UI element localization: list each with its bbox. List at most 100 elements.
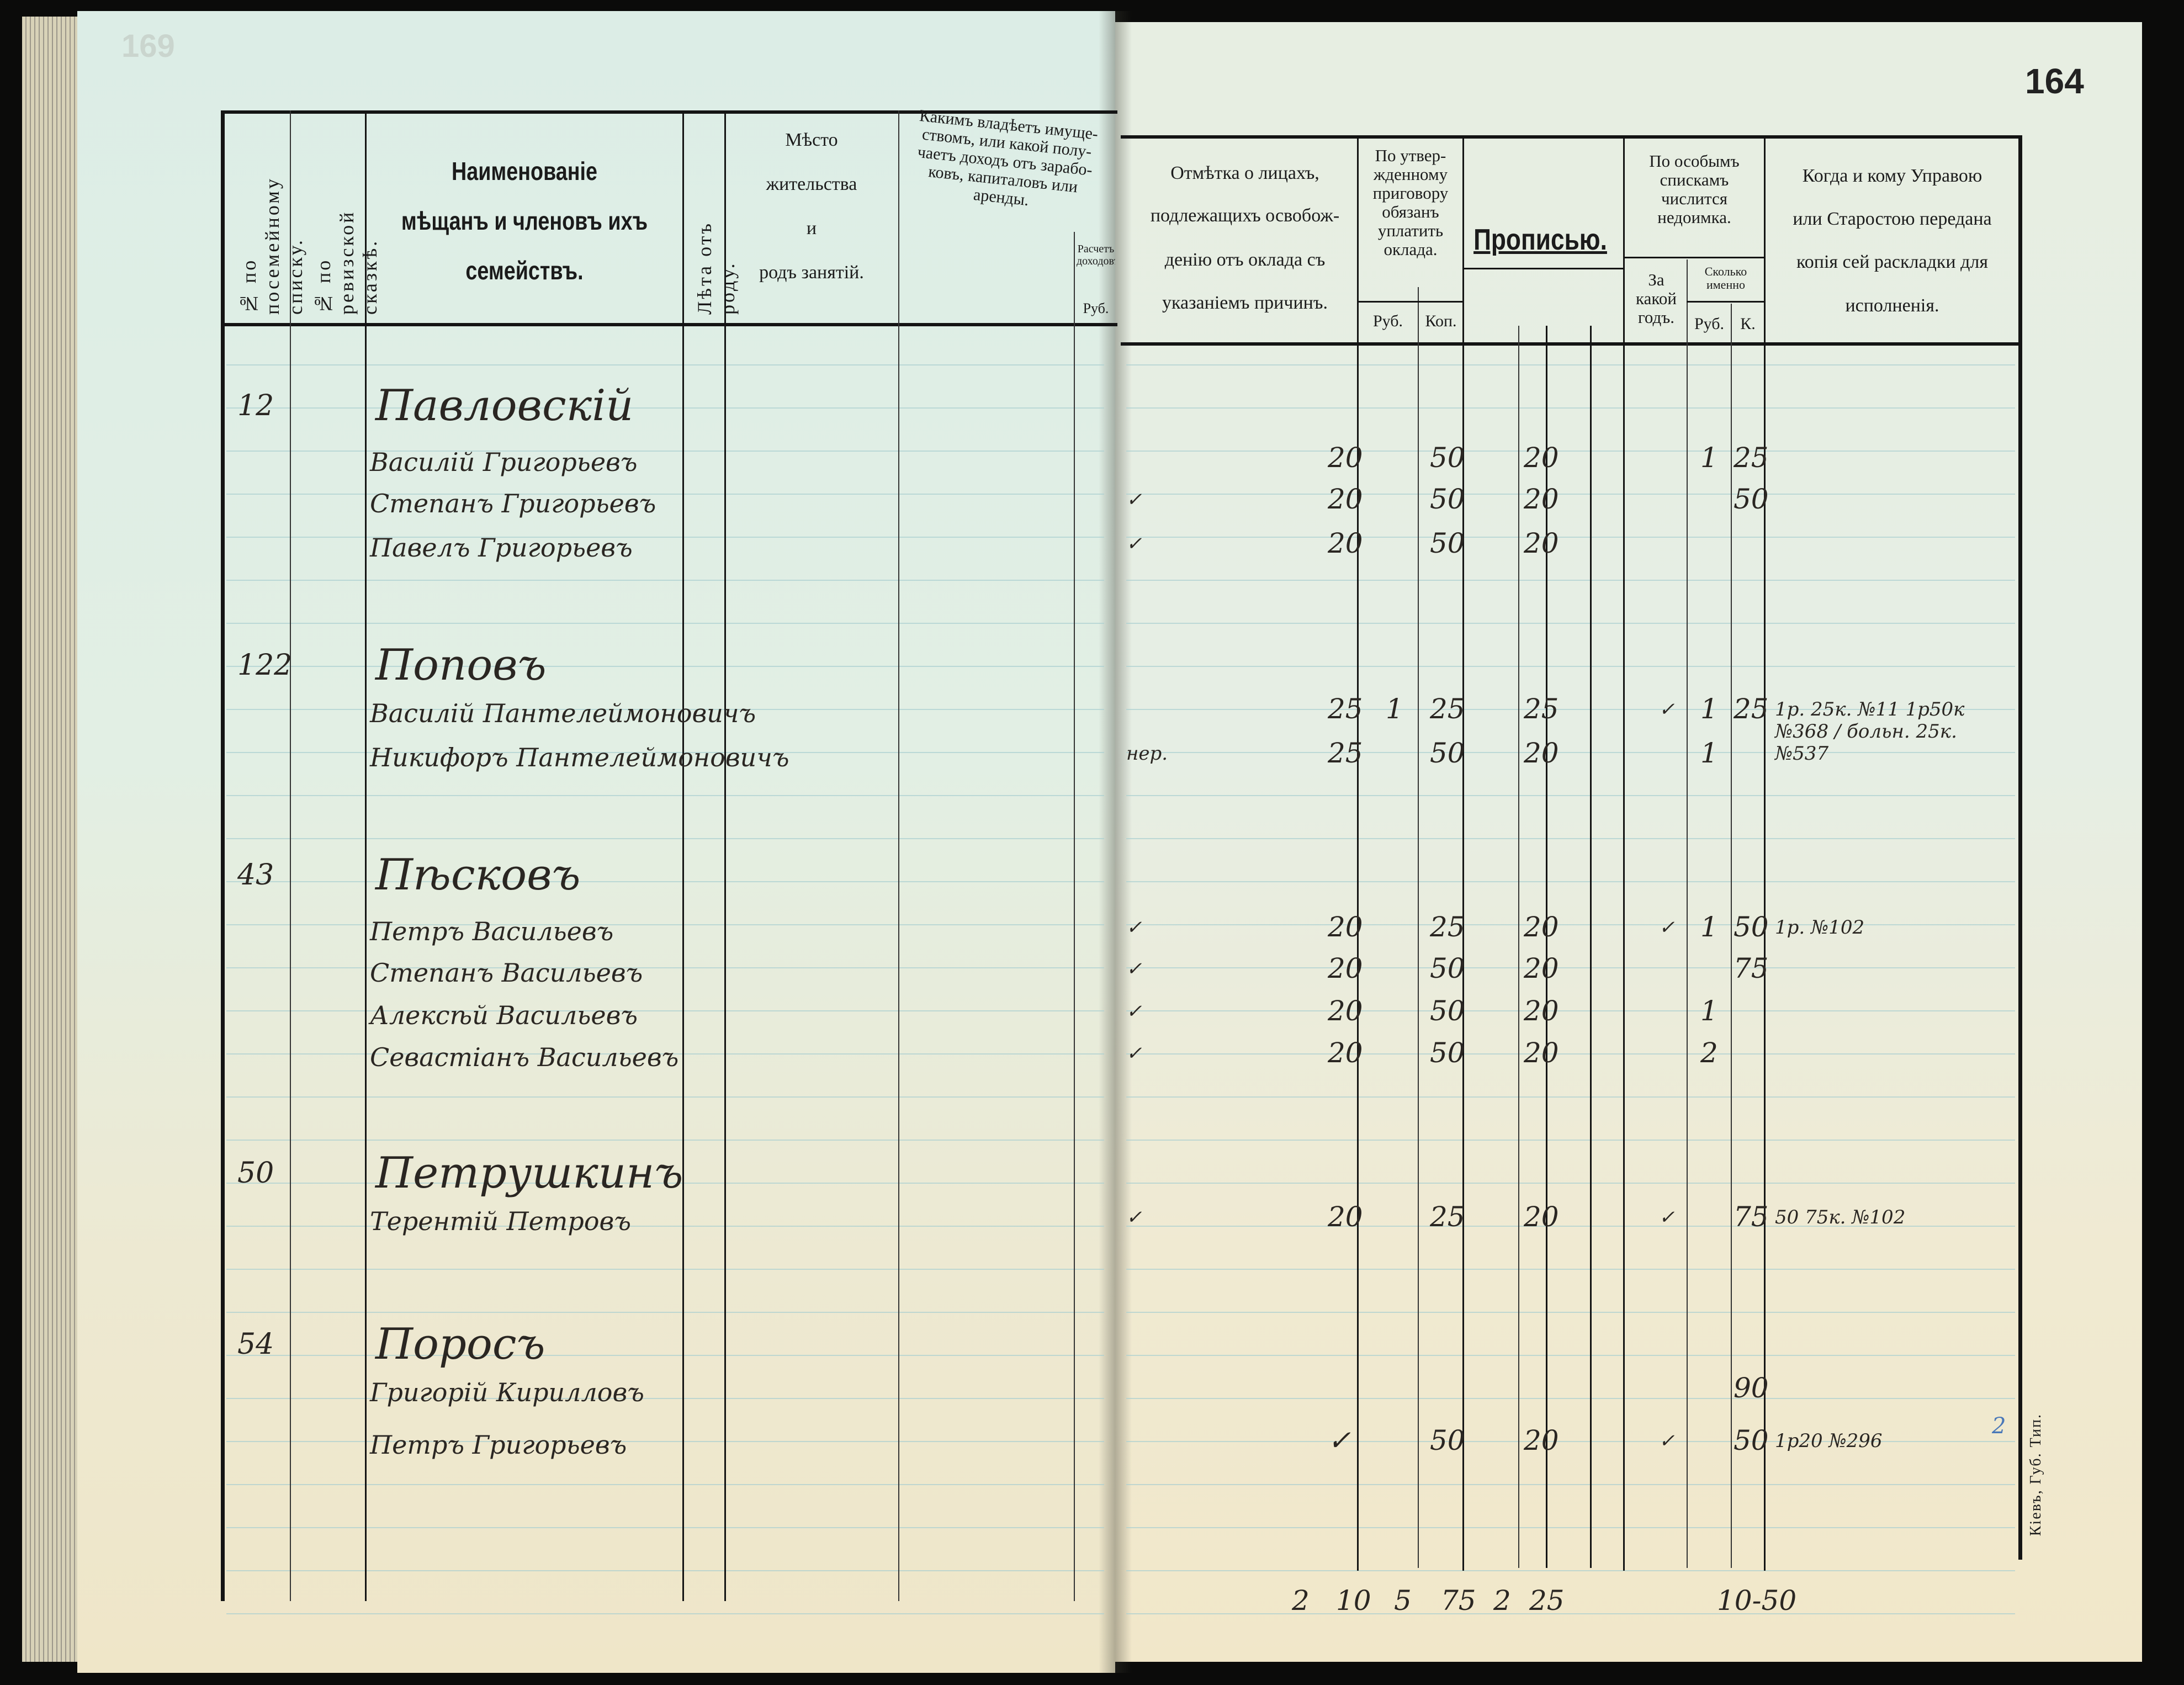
ruled-line — [226, 1570, 1104, 1571]
header-arrears-kop: К. — [1740, 315, 1756, 333]
member-in-words: 20 — [1524, 911, 1559, 943]
member-arrears-kop: 25 — [1734, 442, 1769, 474]
right-header-bottom-rule — [1121, 342, 2021, 346]
member-name: Никифоръ Пантелеймоновичъ — [370, 743, 789, 772]
member-in-words: 20 — [1524, 952, 1559, 984]
member-kop: 50 — [1430, 737, 1465, 769]
header-in-words: Прописью. — [1473, 223, 1607, 256]
ruled-line — [1126, 1269, 2015, 1270]
header-exemption-line: подлежащихъ освобож- — [1150, 205, 1340, 226]
header-copy-line: копія сей раскладки для — [1796, 252, 1989, 272]
member-rub: 20 — [1328, 952, 1363, 984]
member-year-mark: ✓ — [1659, 916, 1675, 939]
header-arrears-year: За какой годъ. — [1636, 270, 1677, 327]
member-kop: 50 — [1430, 483, 1465, 515]
member-name: Павелъ Григорьевъ — [370, 533, 633, 563]
header-residence-line4: родъ занятій. — [759, 262, 864, 283]
ruled-line — [1126, 709, 2015, 710]
header-residence-line3: и — [806, 218, 817, 239]
member-year-mark: ✓ — [1659, 1430, 1675, 1452]
member-kop: 50 — [1430, 527, 1465, 559]
column-divider — [365, 110, 367, 1601]
header-name-line3: семействъ. — [465, 256, 584, 285]
member-rub: 20 — [1328, 527, 1363, 559]
ruled-line — [226, 838, 1104, 839]
header-copy-line: или Старостою передана — [1793, 209, 1992, 229]
ruled-line — [226, 666, 1104, 667]
member-arrears-kop: 75 — [1734, 952, 1769, 984]
member-arrears-rub: 1 — [1700, 911, 1718, 943]
member-kop: 25 — [1430, 693, 1465, 725]
column-divider — [1357, 135, 1359, 1571]
right-outer-border — [2018, 135, 2022, 1560]
member-extra: 1 — [1386, 693, 1403, 725]
ruled-line — [1126, 451, 2015, 452]
ruled-line — [226, 1226, 1104, 1227]
family-list-number: 12 — [237, 389, 274, 422]
member-in-words: 20 — [1524, 737, 1559, 769]
member-kop: 50 — [1430, 1424, 1465, 1456]
member-exempt-mark: ✓ — [1126, 916, 1142, 939]
member-arrears-rub: 1 — [1700, 693, 1718, 725]
page-number: 164 — [2025, 61, 2084, 101]
member-name: Степанъ Григорьевъ — [370, 489, 656, 518]
member-in-words: 20 — [1524, 527, 1559, 559]
member-arrears-kop: 50 — [1734, 1424, 1769, 1456]
ruled-line — [1126, 1570, 2015, 1571]
ruled-line — [1126, 1441, 2015, 1442]
member-arrears-kop: 50 — [1734, 911, 1769, 943]
member-note: 1р. 25к. №11 1р50к №368 / больн. 25к. №5… — [1775, 698, 1965, 765]
total-value: 2 — [1292, 1585, 1310, 1617]
column-divider — [1074, 232, 1075, 1601]
ruled-line — [226, 881, 1104, 882]
member-in-words: 20 — [1524, 995, 1559, 1027]
column-divider — [1731, 304, 1732, 1568]
header-income-rub: Руб. — [1083, 301, 1109, 316]
sub-header-rule — [1463, 268, 1623, 269]
column-divider — [1764, 135, 1766, 1571]
member-name: Григорій Кирилловъ — [370, 1377, 644, 1407]
ruled-line — [226, 1441, 1104, 1442]
member-note: 1р20 №296 — [1775, 1430, 1883, 1452]
member-kop: 50 — [1430, 952, 1465, 984]
ruled-line — [226, 623, 1104, 624]
left-header-top-rule — [223, 110, 1117, 114]
column-divider — [1590, 326, 1592, 1568]
member-arrears-rub: 1 — [1700, 995, 1718, 1027]
ruled-line — [1126, 795, 2015, 796]
family-surname: Петрушкинъ — [375, 1148, 683, 1198]
right-header-top-rule — [1121, 135, 2021, 139]
header-income-calc: Расчетъ доходовъ — [1077, 243, 1115, 267]
ruled-line — [1126, 1484, 2015, 1485]
total-value: 10-50 — [1717, 1585, 1797, 1617]
header-arrears-line: спискамъ — [1660, 170, 1729, 190]
member-in-words: 20 — [1524, 1424, 1559, 1456]
ruled-line — [1126, 1398, 2015, 1399]
family-list-number: 50 — [237, 1157, 274, 1190]
member-year-mark: ✓ — [1659, 698, 1675, 720]
ruled-line — [226, 1398, 1104, 1399]
previous-page-number: 169 — [121, 28, 175, 64]
header-assessed-line: уплатить — [1377, 221, 1444, 241]
ruled-line — [226, 795, 1104, 796]
ruled-line — [1126, 580, 2015, 581]
family-list-number: 122 — [237, 649, 293, 682]
member-in-words: 25 — [1524, 693, 1559, 725]
ruled-line — [1126, 881, 2015, 882]
header-arrears-line: недоимка. — [1657, 208, 1731, 227]
member-arrears-kop: 75 — [1734, 1201, 1769, 1233]
member-arrears-kop: 25 — [1734, 693, 1769, 725]
ruled-line — [226, 1613, 1104, 1614]
column-divider — [1687, 259, 1688, 1568]
member-exempt-mark: ✓ — [1126, 958, 1142, 980]
ruled-line — [1126, 1010, 2015, 1011]
ruled-line — [1126, 1613, 2015, 1614]
member-in-words: 20 — [1524, 442, 1559, 474]
member-in-words: 20 — [1524, 1037, 1559, 1069]
ruled-line — [1126, 924, 2015, 925]
header-assessed-kop: Коп. — [1425, 312, 1457, 330]
column-divider — [1546, 326, 1547, 1568]
header-arrears-amount: Сколько именно — [1704, 264, 1747, 292]
member-rub: 20 — [1328, 995, 1363, 1027]
member-arrears-kop: 90 — [1734, 1372, 1769, 1404]
